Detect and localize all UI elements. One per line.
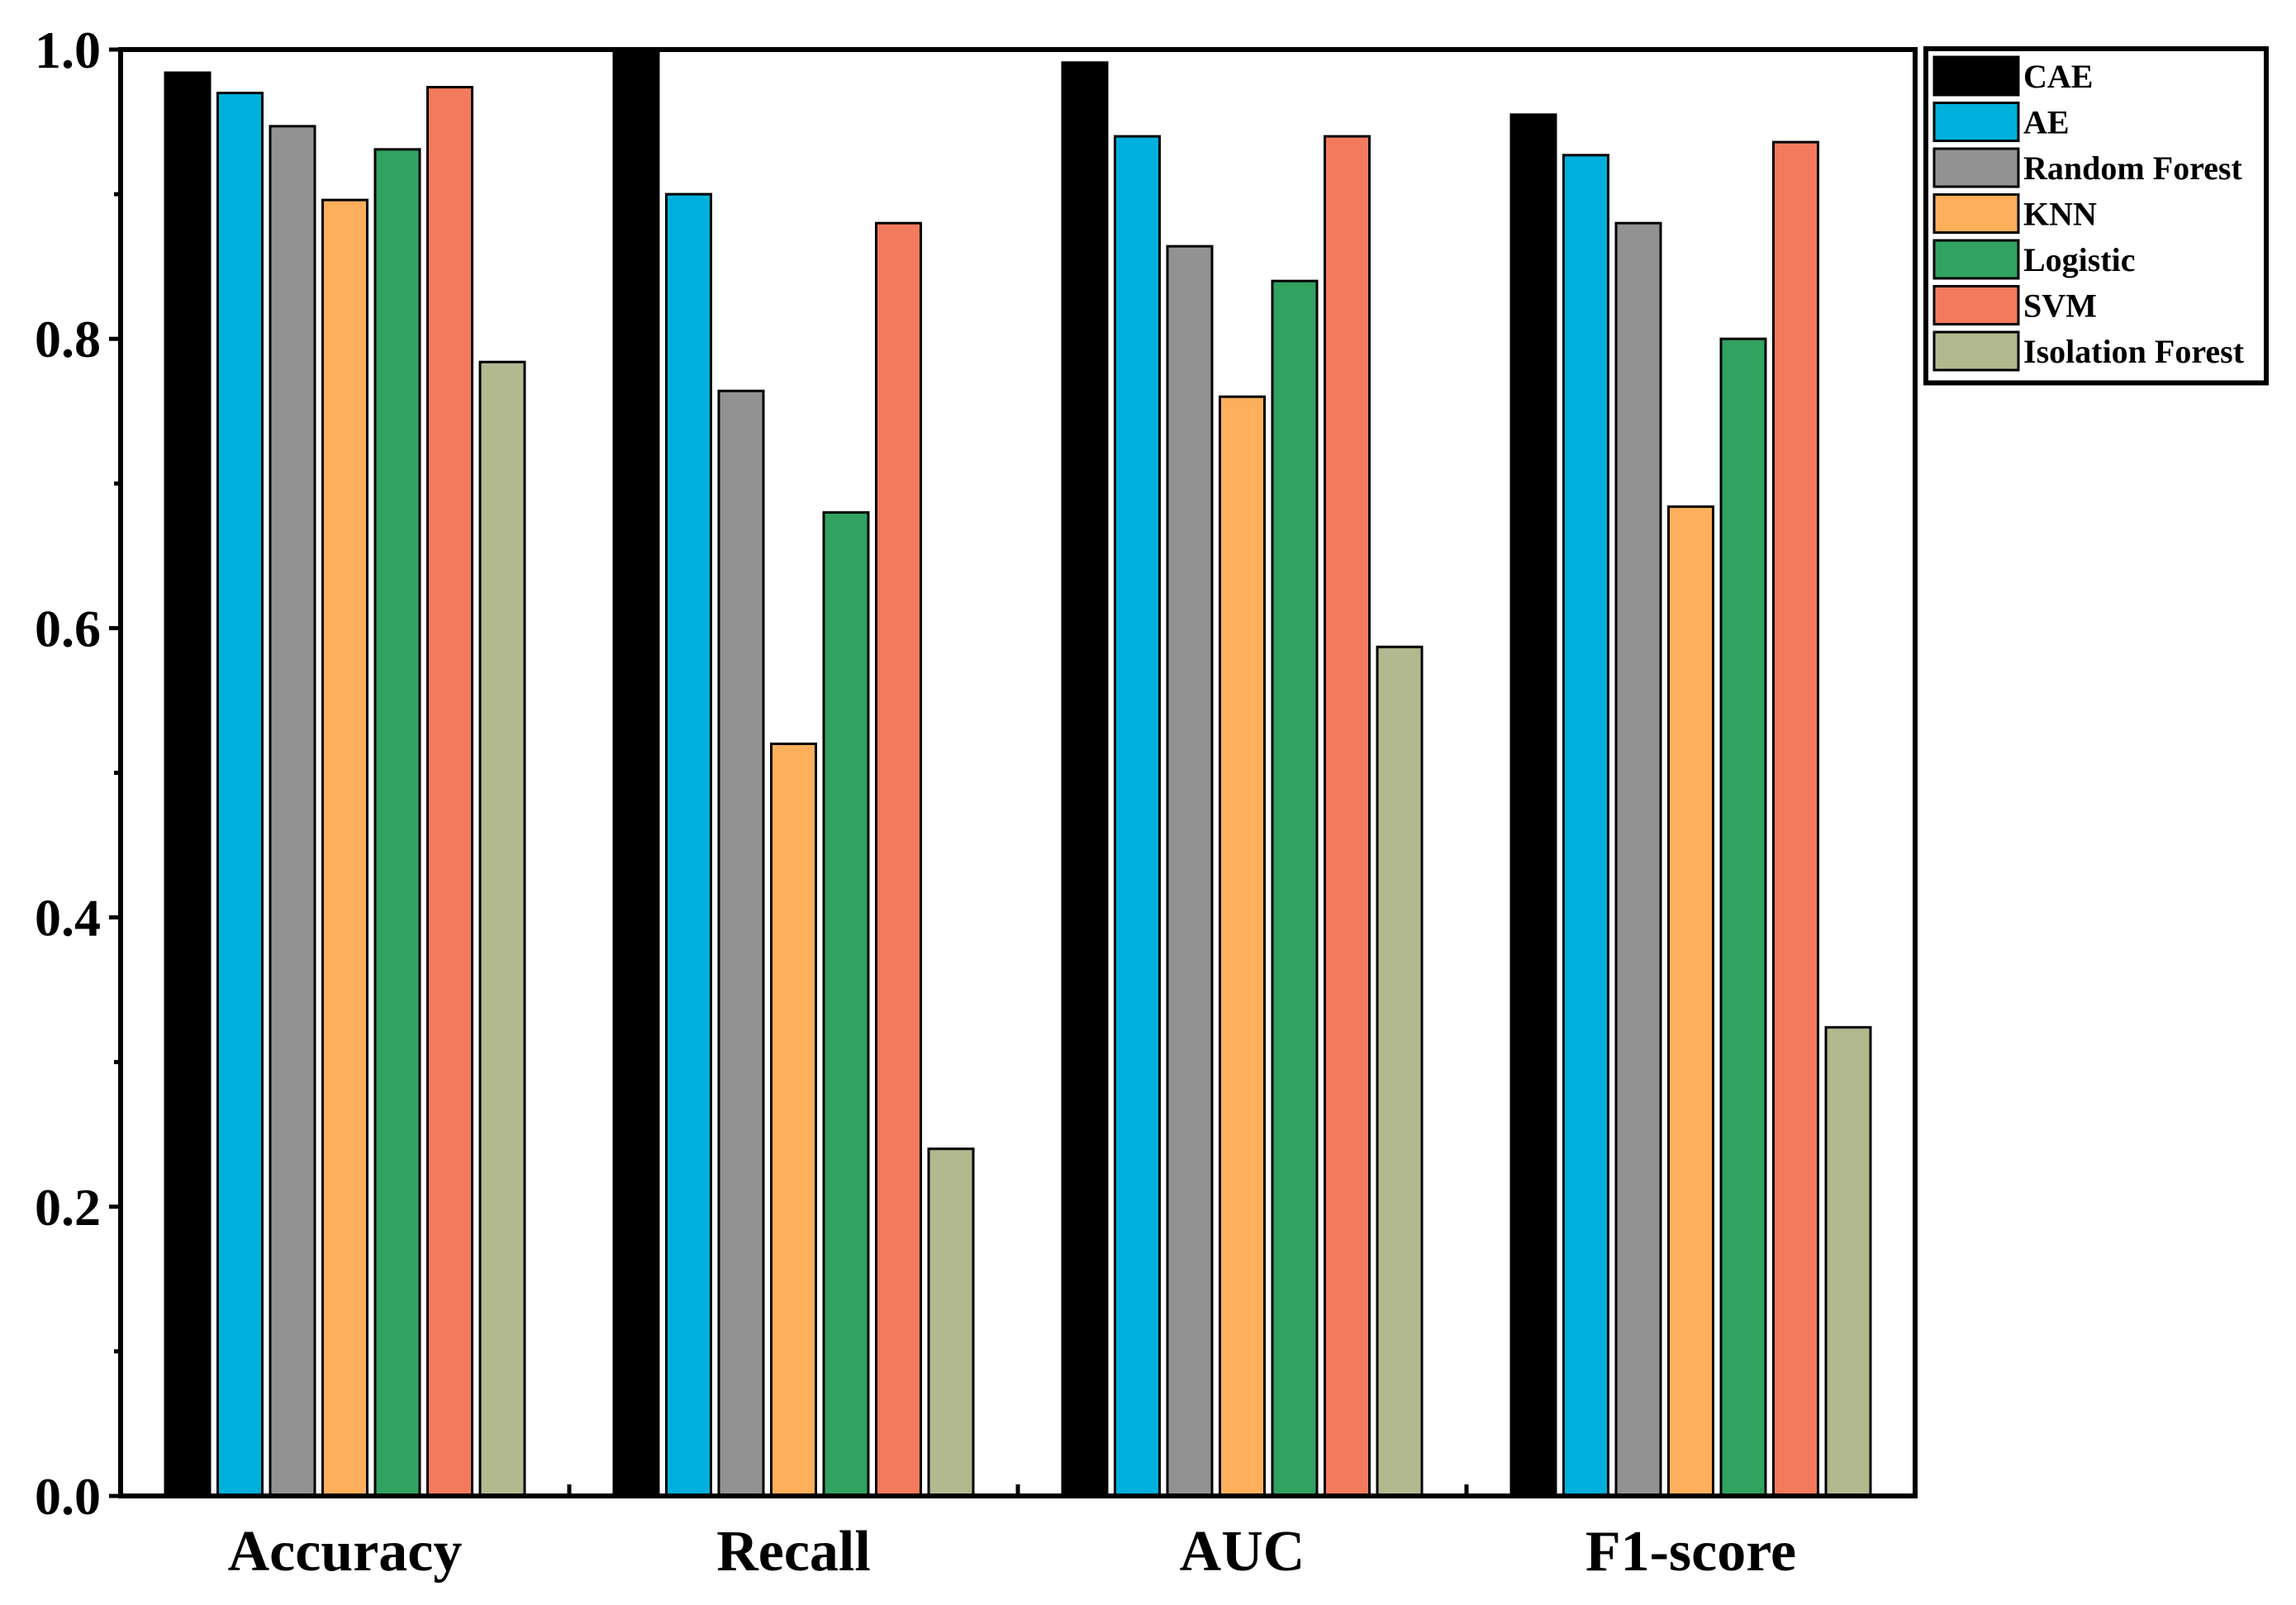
bar-ae-recall: [665, 192, 712, 1498]
bar-svm-auc: [1324, 135, 1371, 1498]
x-tick-label: Recall: [716, 1520, 871, 1584]
bars: [164, 48, 1872, 1498]
x-axis: Accuracy Recall AUC F1-score: [228, 1484, 1796, 1584]
legend-label-isolation-forest: Isolation Forest: [2023, 333, 2245, 370]
legend-label-svm: SVM: [2023, 287, 2097, 325]
legend-label-cae: CAE: [2023, 58, 2093, 95]
bar-logistic-auc: [1271, 279, 1319, 1498]
legend-label-knn: KNN: [2023, 196, 2097, 233]
bar-random-forest-recall: [717, 389, 765, 1498]
y-axis: 0.0 0.2 0.4 0.6 0.8 1.0: [35, 21, 121, 1526]
bar-cae-f1-score: [1509, 113, 1557, 1498]
bar-logistic-f1-score: [1719, 337, 1767, 1498]
legend-label-ae: AE: [2023, 104, 2070, 141]
bar-isolation-forest-auc: [1376, 645, 1424, 1498]
bar-svm-f1-score: [1772, 140, 1819, 1498]
legend-swatch-isolation-forest: [1932, 330, 2020, 372]
y-tick-label: 0.6: [35, 599, 101, 658]
legend-label-random-forest: Random Forest: [2023, 150, 2242, 187]
bar-logistic-accuracy: [373, 148, 421, 1498]
y-tick-label: 0.2: [35, 1178, 101, 1237]
bar-ae-f1-score: [1562, 154, 1609, 1498]
bar-svm-accuracy: [426, 86, 473, 1498]
bar-knn-accuracy: [321, 198, 368, 1498]
legend: CAE AE Random Forest KNN Logistic SVM Isolatio…: [1923, 46, 2269, 386]
legend-swatch-random-forest: [1932, 147, 2020, 188]
bar-cae-auc: [1061, 61, 1109, 1498]
bar-knn-f1-score: [1667, 505, 1714, 1498]
bar-knn-auc: [1219, 395, 1266, 1498]
bar-isolation-forest-accuracy: [478, 360, 526, 1498]
bar-svm-recall: [875, 221, 922, 1498]
legend-swatch-svm: [1932, 285, 2020, 325]
bar-random-forest-accuracy: [269, 125, 316, 1498]
legend-swatch-logistic: [1932, 239, 2020, 280]
bar-ae-auc: [1114, 135, 1161, 1498]
x-tick-label: Accuracy: [228, 1520, 463, 1584]
bar-knn-recall: [770, 742, 817, 1498]
legend-swatch-cae: [1932, 55, 2020, 97]
bar-random-forest-f1-score: [1614, 221, 1662, 1498]
bar-logistic-recall: [822, 510, 870, 1498]
legend-label-logistic: Logistic: [2023, 241, 2136, 278]
y-tick-label: 0.0: [35, 1467, 101, 1526]
legend-swatch-ae: [1932, 102, 2020, 142]
bar-cae-accuracy: [164, 71, 212, 1498]
legend-swatch-knn: [1932, 193, 2020, 234]
x-tick-label: AUC: [1180, 1520, 1305, 1584]
bar-cae-recall: [612, 48, 660, 1498]
y-tick-label: 0.4: [35, 889, 101, 947]
y-tick-label: 1.0: [35, 21, 101, 79]
bar-isolation-forest-f1-score: [1824, 1026, 1872, 1498]
bar-ae-accuracy: [216, 92, 264, 1498]
y-tick-label: 0.8: [35, 310, 101, 368]
bar-random-forest-auc: [1166, 245, 1214, 1498]
bar-isolation-forest-recall: [927, 1147, 975, 1498]
x-tick-label: F1-score: [1585, 1520, 1796, 1584]
